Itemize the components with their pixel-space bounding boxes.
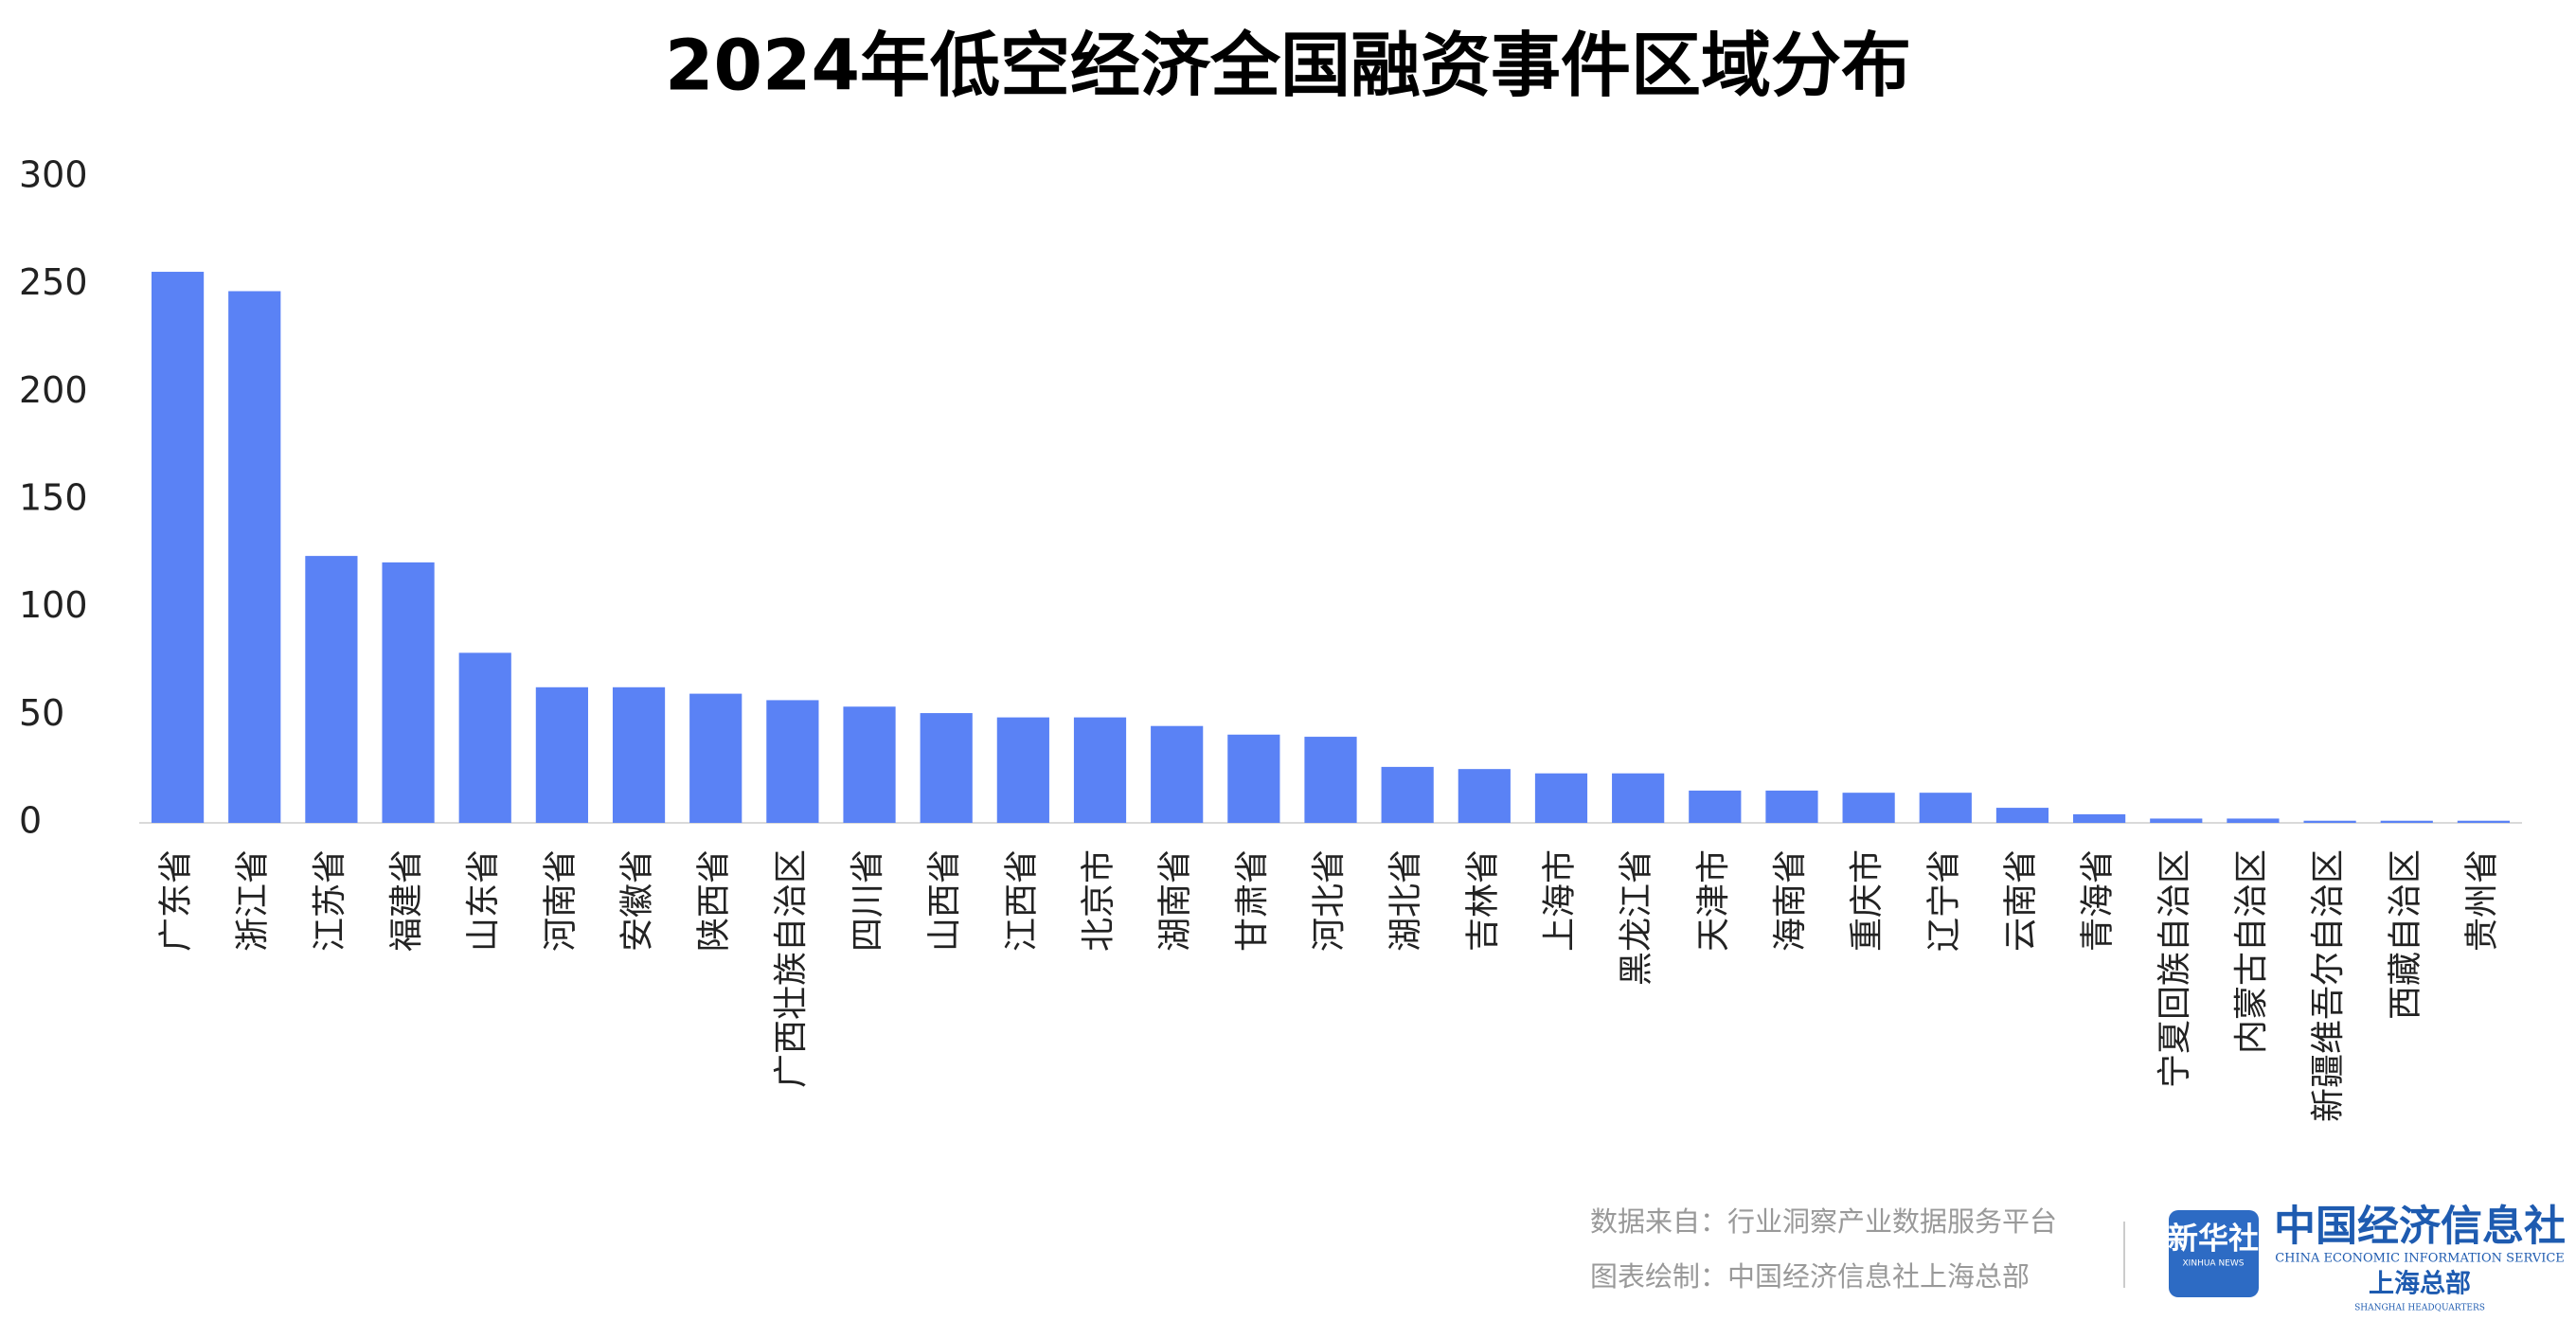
x-tick-label: 内蒙古自治区 [2232,849,2271,1054]
logo-text: 新华社 [2168,1221,2259,1257]
bar [1919,793,1972,823]
bar [2073,813,2126,823]
bar [305,556,358,823]
x-tick-label: 海南省 [1771,849,1810,952]
x-tick-label: 黑龙江省 [1618,849,1656,986]
org-english: CHINA ECONOMIC INFORMATION SERVICE [2275,1252,2565,1266]
bar [228,291,281,823]
x-tick-label: 上海市 [1540,849,1579,952]
bar [612,687,666,823]
bar [1995,808,2049,823]
x-tick-label: 江苏省 [311,849,349,952]
x-tick-label: 吉林省 [1463,849,1502,952]
bar [458,652,511,823]
bar [2457,820,2511,823]
x-tick-label: 宁夏回族自治区 [2156,849,2194,1088]
bar [1458,769,1511,823]
branch-english: SHANGHAI HEADQUARTERS [2354,1304,2485,1313]
x-tick-label: 湖北省 [1386,849,1425,952]
bar [689,693,742,823]
bar [1765,790,1818,823]
bar [2150,818,2203,823]
x-tick-label: 西藏自治区 [2386,849,2424,1020]
x-tick-label: 云南省 [2001,849,2040,952]
bar [1151,725,1204,823]
bar [766,700,819,823]
logo-subtext: XINHUA NEWS [2183,1259,2245,1269]
bar [1534,773,1588,823]
bar [151,272,205,823]
y-tick-label: 0 [19,800,42,842]
credit-note: 图表绘制：中国经济信息社上海总部 [1590,1260,2030,1293]
bar [535,687,588,823]
bar [2380,820,2433,823]
bar [1842,793,1895,823]
source-note: 数据来自：行业洞察产业数据服务平台 [1590,1205,2057,1238]
x-tick-label: 山东省 [464,849,503,952]
bar [1073,717,1127,823]
branch-name: 上海总部 [2369,1269,2471,1299]
bar [382,562,435,823]
x-tick-label: 贵州省 [2462,849,2501,952]
org-name: 中国经济信息社 [2274,1203,2566,1251]
bar [920,713,973,823]
x-tick-label: 江西省 [1002,849,1041,952]
y-tick-label: 100 [19,584,88,626]
y-tick-label: 250 [19,261,88,303]
y-tick-label: 50 [19,692,64,734]
x-tick-label: 四川省 [849,849,887,952]
bar [1612,773,1665,823]
x-tick-label: 河南省 [541,849,580,952]
x-tick-label: 山西省 [925,849,964,952]
x-tick-label: 青海省 [2079,849,2118,952]
x-tick-label: 湖南省 [1156,849,1195,952]
x-tick-label: 甘肃省 [1233,849,1272,952]
x-tick-label: 重庆市 [1848,849,1887,952]
x-tick-label: 河北省 [1310,849,1349,952]
x-tick-label: 陕西省 [695,849,734,952]
y-tick-label: 300 [19,154,88,196]
x-tick-label: 新疆维吾尔自治区 [2309,849,2348,1122]
y-tick-label: 150 [19,477,88,519]
x-tick-label: 广东省 [157,849,196,952]
bar [843,706,896,823]
x-tick-label: 安徽省 [618,849,657,952]
x-tick-label: 天津市 [1694,849,1733,952]
chart-title: 2024年低空经济全国融资事件区域分布 [665,26,1911,107]
logo-badge [2169,1210,2259,1297]
bar [1227,734,1280,823]
bar [2303,820,2356,823]
x-tick-label: 广西壮族自治区 [772,849,811,1088]
x-tick-label: 辽宁省 [1924,849,1963,952]
bar [1381,766,1434,823]
x-tick-label: 浙江省 [234,849,273,952]
bar [2227,818,2280,823]
x-tick-label: 北京市 [1080,849,1118,952]
bar [1689,790,1742,823]
bar [996,717,1049,823]
y-tick-label: 200 [19,369,88,411]
x-tick-label: 福建省 [387,849,426,952]
bar [1304,737,1357,823]
